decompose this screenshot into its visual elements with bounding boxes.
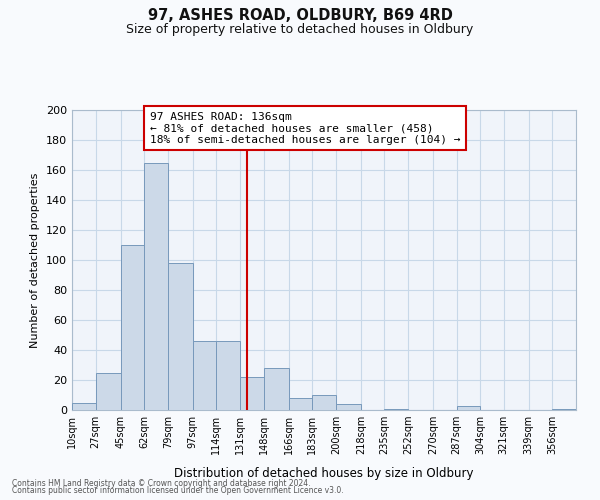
Bar [312, 395, 336, 410]
Y-axis label: Number of detached properties: Number of detached properties [31, 172, 40, 348]
Bar [263, 368, 289, 410]
Bar [72, 402, 95, 410]
Bar [553, 408, 576, 410]
Bar [144, 162, 168, 410]
Bar [95, 372, 121, 410]
Bar [385, 408, 408, 410]
Bar [289, 398, 312, 410]
Text: Contains HM Land Registry data © Crown copyright and database right 2024.: Contains HM Land Registry data © Crown c… [12, 478, 311, 488]
Bar [193, 341, 217, 410]
Bar [457, 406, 480, 410]
Text: 97 ASHES ROAD: 136sqm
← 81% of detached houses are smaller (458)
18% of semi-det: 97 ASHES ROAD: 136sqm ← 81% of detached … [150, 112, 460, 144]
Bar [336, 404, 361, 410]
Bar [217, 341, 240, 410]
Bar [168, 263, 193, 410]
Bar [121, 245, 144, 410]
Text: Size of property relative to detached houses in Oldbury: Size of property relative to detached ho… [127, 22, 473, 36]
Bar [240, 377, 263, 410]
Text: 97, ASHES ROAD, OLDBURY, B69 4RD: 97, ASHES ROAD, OLDBURY, B69 4RD [148, 8, 452, 22]
Text: Contains public sector information licensed under the Open Government Licence v3: Contains public sector information licen… [12, 486, 344, 495]
Text: Distribution of detached houses by size in Oldbury: Distribution of detached houses by size … [174, 467, 474, 480]
